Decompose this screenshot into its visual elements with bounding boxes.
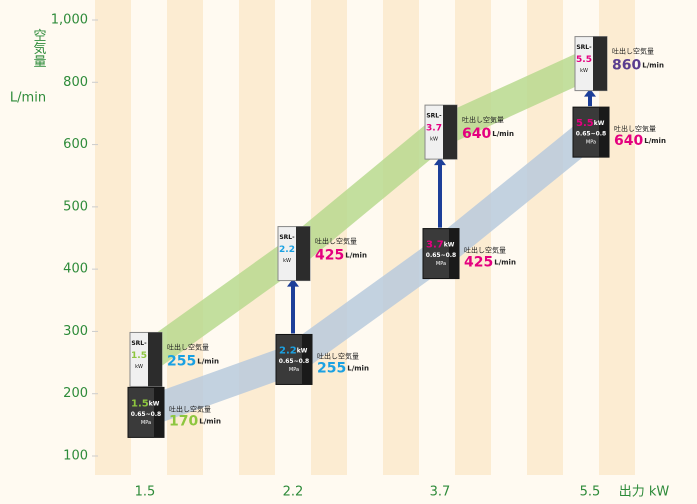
x-axis-title: 出力 kW — [619, 485, 670, 500]
new-unit-side — [296, 227, 310, 281]
value-unit: L/min — [642, 62, 664, 70]
stripe — [95, 0, 131, 475]
y-axis-title: 空気量 — [31, 29, 47, 68]
y-tick-label: 1,000 — [51, 13, 88, 28]
capacity-label: 吐出し空気量 — [612, 47, 654, 56]
value-unit: L/min — [199, 417, 221, 425]
unit-model: SRL- — [131, 340, 147, 347]
unit-model: SRL- — [279, 234, 295, 241]
unit-power-number: 1.5 — [131, 351, 147, 361]
capacity-label: 吐出し空気量 — [315, 237, 357, 246]
unit-pressure-unit: MPa — [289, 367, 299, 373]
y-tick-label: 800 — [63, 75, 88, 90]
x-tick-label: 1.5 — [135, 485, 156, 500]
unit-model: SRL- — [426, 113, 442, 120]
unit-pressure-unit: MPa — [141, 420, 151, 426]
capacity-label: 吐出し空気量 — [462, 115, 504, 124]
chart: 空気量 L/min 出力 kW 100 200 300 400 500 600 800 1,0… — [0, 0, 697, 504]
unit-power-unit: kW — [283, 258, 291, 264]
capacity-label: 吐出し空気量 — [167, 342, 209, 351]
y-tick-label: 100 — [63, 449, 88, 464]
unit-pressure: 0.65~0.8 — [279, 358, 309, 365]
value-number: 255 — [317, 360, 346, 376]
capacity-label: 吐出し空気量 — [169, 404, 211, 413]
new-unit-side — [148, 332, 162, 386]
unit-pressure: 0.65~0.8 — [426, 252, 456, 259]
unit-pressure: 0.65~0.8 — [131, 411, 161, 418]
value-unit: L/min — [492, 130, 514, 138]
y-tick-label: 400 — [63, 262, 88, 277]
unit-power-number: 3.7 — [426, 240, 444, 251]
value-number: 640 — [614, 133, 643, 149]
unit-pressure-unit: MPa — [586, 140, 596, 146]
unit-power-number: 2.2 — [279, 245, 295, 255]
capacity-label: 吐出し空気量 — [614, 124, 656, 133]
new-unit-side — [443, 105, 457, 159]
unit-power-unit: kW — [580, 68, 588, 74]
new-unit-side — [593, 37, 607, 91]
unit-power-number: 5.5 — [576, 55, 592, 65]
value-unit: L/min — [197, 357, 219, 365]
y-tick-label: 600 — [63, 137, 88, 152]
unit-power-unit: kW — [297, 347, 308, 354]
value-number: 640 — [462, 126, 491, 142]
value-number: 255 — [167, 353, 196, 369]
stripe — [383, 0, 419, 475]
unit-model: SRL- — [576, 44, 592, 51]
value-unit: L/min — [494, 259, 516, 267]
unit-pressure: 0.65~0.8 — [576, 131, 606, 138]
capacity-label: 吐出し空気量 — [317, 351, 359, 360]
capacity-label: 吐出し空気量 — [464, 246, 506, 255]
value-number: 170 — [169, 413, 198, 429]
unit-power-unit: kW — [430, 137, 438, 143]
unit-power-number: 3.7 — [426, 124, 442, 134]
unit-power-number: 5.5 — [576, 118, 594, 129]
unit-power-unit: kW — [135, 364, 143, 370]
unit-pressure-unit: MPa — [436, 261, 446, 267]
y-axis-unit: L/min — [10, 91, 46, 106]
x-tick-label: 3.7 — [430, 485, 451, 500]
y-tick-label: 200 — [63, 386, 88, 401]
value-number: 860 — [612, 58, 641, 74]
value-number: 425 — [464, 255, 493, 271]
value-unit: L/min — [347, 364, 369, 372]
value-unit: L/min — [644, 137, 666, 145]
unit-power-number: 2.2 — [279, 345, 297, 356]
stripe — [239, 0, 275, 475]
unit-power-number: 1.5 — [131, 398, 149, 409]
value-unit: L/min — [345, 252, 367, 260]
y-tick-label: 300 — [63, 324, 88, 339]
unit-power-unit: kW — [594, 120, 605, 127]
x-tick-label: 2.2 — [283, 485, 304, 500]
unit-power-unit: kW — [149, 400, 160, 407]
unit-power-unit: kW — [444, 241, 455, 248]
value-number: 425 — [315, 248, 344, 264]
y-tick-label: 500 — [63, 199, 88, 214]
x-tick-label: 5.5 — [580, 485, 601, 500]
